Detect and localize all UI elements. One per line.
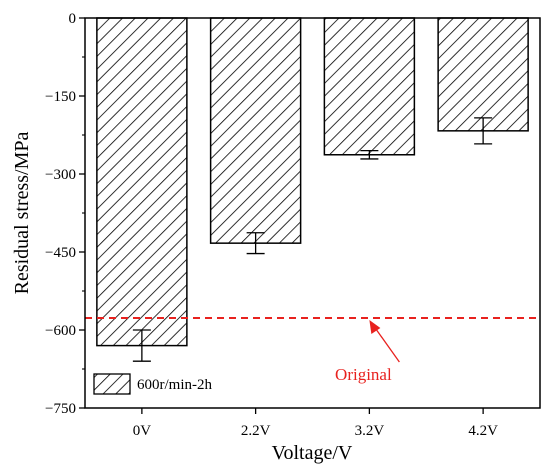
y-tick-label: −600 [45, 323, 76, 339]
y-tick-label: −450 [45, 245, 76, 261]
y-axis-title: Residual stress/MPa [11, 131, 33, 294]
x-axis-title: Voltage/V [272, 442, 353, 464]
error-bar-4.2V [474, 117, 493, 145]
legend-label: 600r/min-2h [137, 377, 212, 393]
y-tick-label: −150 [45, 89, 76, 105]
bar-2.2V [209, 17, 302, 244]
bar-3.2V [323, 17, 416, 156]
y-tick-label: 0 [69, 11, 77, 27]
legend-swatch [93, 373, 131, 395]
x-tick-label: 3.2V [355, 423, 385, 439]
x-tick-label: 2.2V [241, 423, 271, 439]
axes-layer: 0V 2.2V 3.2V 4.2V 0 −150 −300 −450 −600 −750 [45, 11, 541, 439]
x-tick-label: 0V [133, 423, 152, 439]
bar-4.2V [437, 17, 529, 132]
annotation-label: Original [335, 365, 392, 384]
x-tick-label: 4.2V [468, 423, 498, 439]
error-bars-layer [132, 117, 493, 362]
bar-0V [96, 17, 188, 347]
y-tick-label: −750 [45, 401, 76, 417]
reference-line-layer: Original [85, 317, 540, 384]
error-bar-0V [132, 329, 151, 362]
annotation-arrowhead [369, 320, 381, 335]
legend: 600r/min-2h [93, 373, 212, 395]
error-bar-3.2V [360, 149, 379, 160]
y-tick-label: −300 [45, 167, 76, 183]
error-bar-2.2V [246, 232, 265, 255]
annotation-arrow [371, 323, 400, 363]
bars-layer [96, 17, 529, 347]
